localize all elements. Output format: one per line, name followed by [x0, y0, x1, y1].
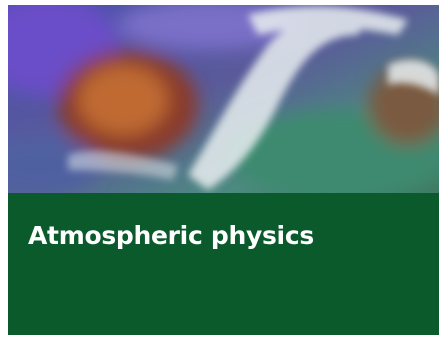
title-panel: Atmospheric physics [8, 193, 439, 335]
satellite-image [8, 5, 439, 193]
card-title[interactable]: Atmospheric physics [28, 221, 314, 250]
card[interactable]: Atmospheric physics [8, 5, 439, 335]
